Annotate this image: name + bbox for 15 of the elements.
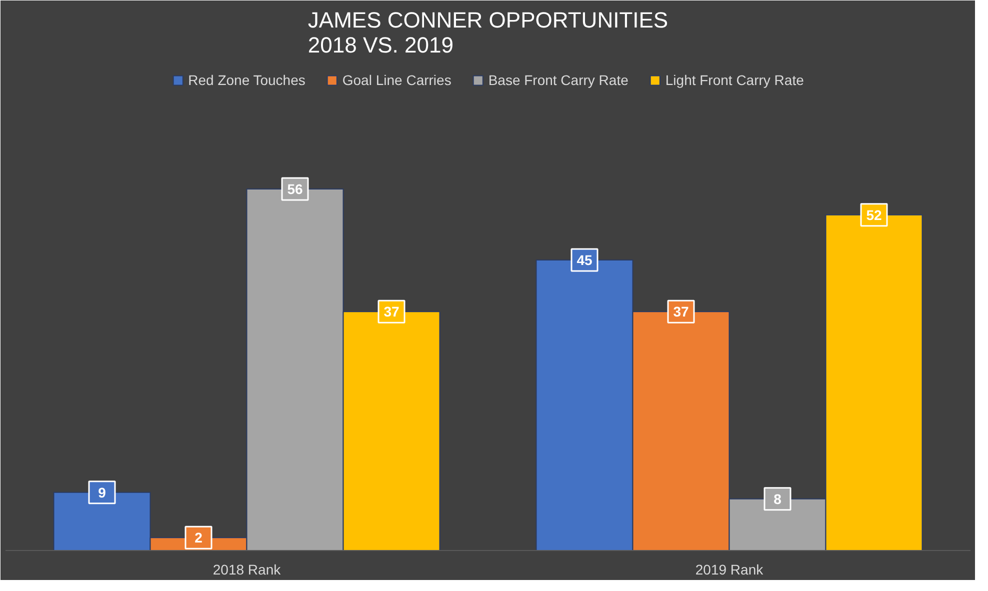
legend-label: Light Front Carry Rate: [665, 72, 804, 88]
data-label: 37: [673, 304, 689, 320]
data-label: 56: [287, 181, 303, 198]
data-label: 52: [866, 206, 882, 223]
legend-label: Red Zone Touches: [188, 72, 306, 88]
data-label: 8: [774, 490, 782, 507]
legend-label: Base Front Carry Rate: [488, 72, 628, 88]
x-tick-label: 2018 Rank: [212, 562, 282, 578]
data-label: 2: [194, 530, 203, 546]
data-label: 45: [576, 252, 592, 268]
x-tick-label: 2019 Rank: [695, 562, 764, 578]
data-label: 9: [98, 484, 106, 500]
legend-label: Goal Line Carries: [342, 72, 452, 88]
data-label: 37: [384, 304, 400, 320]
chart-title: JAMES CONNER OPPORTUNITIES 2018 VS. 2019: [308, 8, 668, 58]
